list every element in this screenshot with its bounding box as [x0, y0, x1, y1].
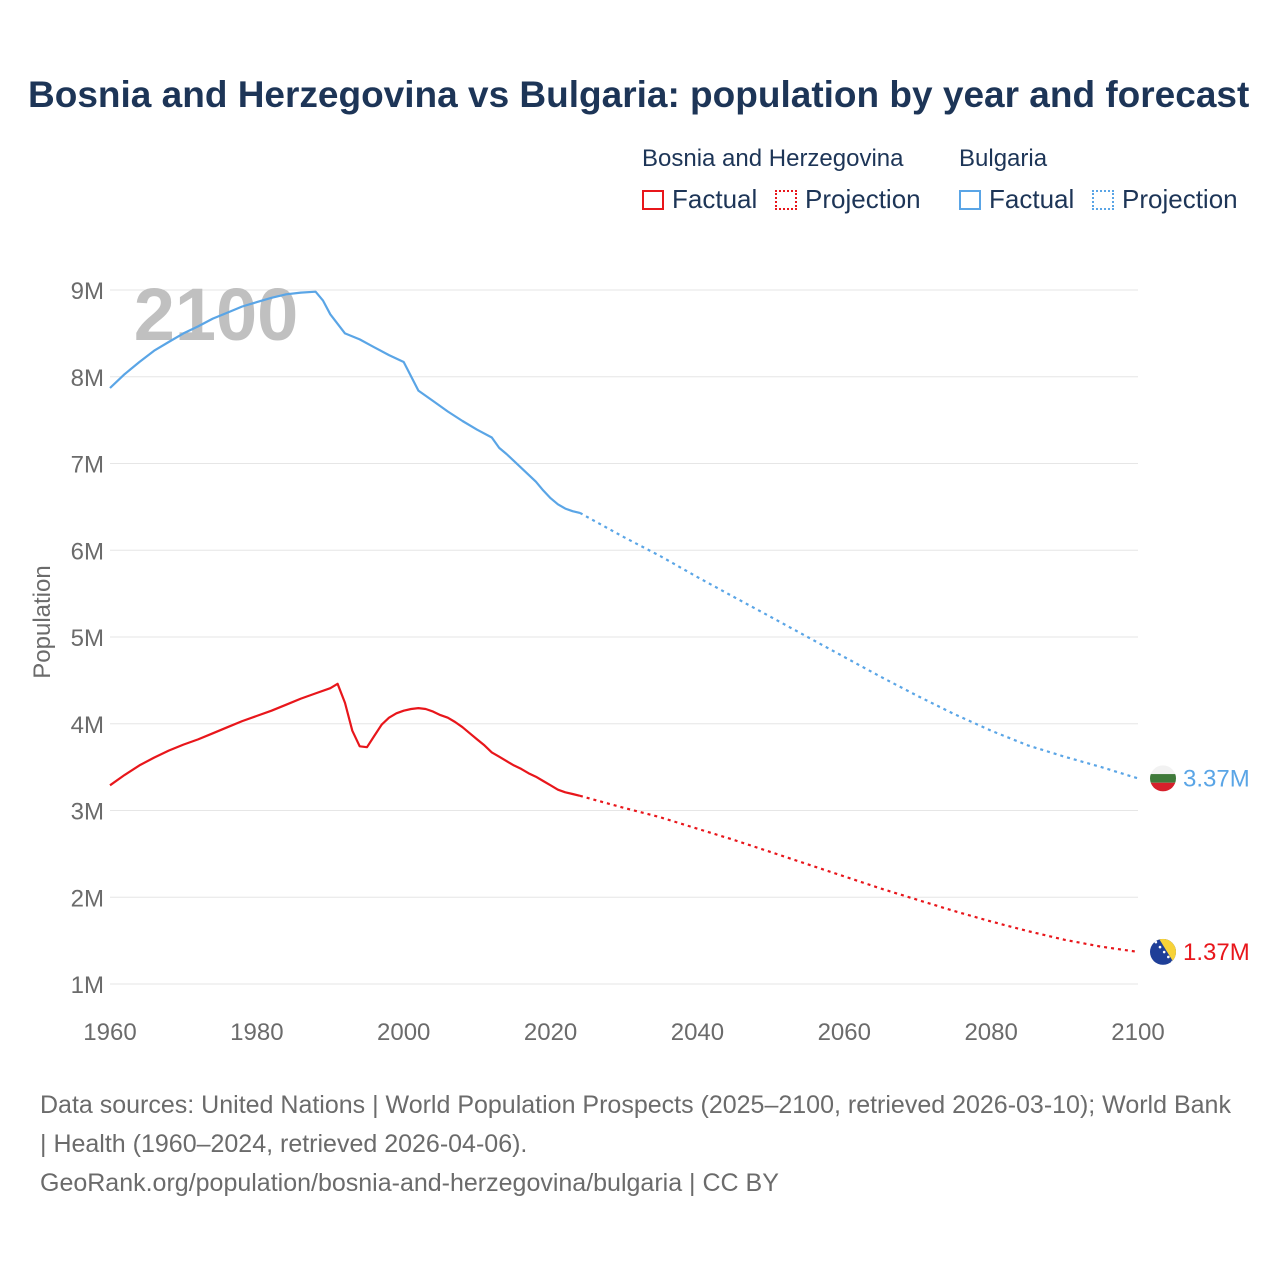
gridlines [110, 289, 1138, 985]
x-axis-ticks: 1960 1980 2000 2020 2040 2060 2080 2100 [83, 1019, 1164, 1046]
source-link[interactable]: GeoRank.org/population/bosnia-and-herzeg… [40, 1169, 779, 1197]
legend-label: Factual [989, 184, 1075, 214]
series-line-projection [579, 511, 1139, 780]
legend-item-bulgaria-factual[interactable]: Factual [959, 184, 1074, 215]
legend: Bosnia and Herzegovina Factual Projectio… [0, 140, 1280, 220]
legend-swatch-dotted-icon [1092, 189, 1114, 210]
series-line-factual [109, 682, 581, 797]
x-tick-label: 2040 [671, 1019, 724, 1046]
x-tick-label: 2100 [1111, 1019, 1164, 1046]
y-tick-label: 8M [71, 365, 104, 392]
y-tick-label: 4M [71, 712, 104, 739]
legend-item-bosnia-projection[interactable]: Projection [775, 184, 921, 215]
legend-group-bosnia: Bosnia and Herzegovina [642, 145, 904, 172]
footer: Data sources: United Nations | World Pop… [40, 1086, 1240, 1203]
end-value-label: 3.37M [1183, 765, 1250, 792]
x-tick-label: 1960 [83, 1019, 136, 1046]
series-line-factual [109, 290, 581, 514]
y-tick-label: 1M [71, 972, 104, 999]
legend-swatch-solid-icon [959, 189, 981, 210]
legend-swatch-dotted-icon [775, 189, 797, 210]
legend-item-bosnia-factual[interactable]: Factual [642, 184, 757, 215]
legend-group-bulgaria: Bulgaria [959, 145, 1048, 172]
legend-item-bulgaria-projection[interactable]: Projection [1092, 184, 1238, 215]
x-tick-label: 2080 [964, 1019, 1017, 1046]
y-axis-label: Population [29, 565, 56, 678]
x-tick-label: 2060 [818, 1019, 871, 1046]
series-line-projection [579, 794, 1139, 953]
x-tick-label: 2020 [524, 1019, 577, 1046]
bosnia-and-herzegovina-flag-icon [1150, 938, 1176, 965]
y-tick-label: 2M [71, 885, 104, 912]
data-sources: Data sources: United Nations | World Pop… [40, 1091, 1231, 1158]
y-tick-label: 3M [71, 799, 104, 826]
x-tick-label: 2000 [377, 1019, 430, 1046]
y-tick-label: 7M [71, 452, 104, 479]
x-tick-label: 1980 [230, 1019, 283, 1046]
legend-label: Factual [672, 184, 758, 214]
year-watermark: 2100 [134, 273, 299, 356]
y-tick-label: 6M [71, 538, 104, 565]
y-tick-label: 5M [71, 625, 104, 652]
y-axis-ticks: 1M 2M 3M 4M 5M 6M 7M 8M 9M [71, 278, 104, 999]
bulgaria-flag-icon [1150, 765, 1176, 792]
chart-title: Bosnia and Herzegovina vs Bulgaria: popu… [28, 74, 1250, 115]
y-tick-label: 9M [71, 278, 104, 305]
end-markers: 1.37M 3.37M [1150, 765, 1250, 966]
series-lines [109, 290, 1139, 953]
end-value-label: 1.37M [1183, 939, 1250, 966]
legend-label: Projection [805, 184, 921, 214]
legend-label: Projection [1122, 184, 1238, 214]
population-line-chart: 2100 1M 2M 3M 4M 5M 6M 7M 8M 9M 1960 1980 2000 2020… [29, 273, 1250, 1046]
legend-swatch-solid-icon [642, 189, 664, 210]
